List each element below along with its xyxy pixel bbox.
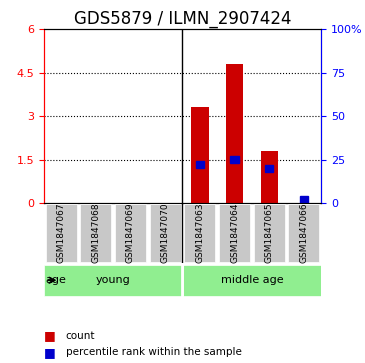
Bar — [261, 151, 278, 203]
FancyBboxPatch shape — [288, 204, 319, 262]
Text: GSM1847065: GSM1847065 — [265, 203, 274, 263]
FancyBboxPatch shape — [46, 204, 77, 262]
Text: GSM1847064: GSM1847064 — [230, 203, 239, 263]
Text: percentile rank within the sample: percentile rank within the sample — [66, 347, 242, 357]
FancyBboxPatch shape — [80, 204, 111, 262]
FancyBboxPatch shape — [45, 265, 182, 296]
Text: young: young — [96, 275, 131, 285]
Title: GDS5879 / ILMN_2907424: GDS5879 / ILMN_2907424 — [74, 10, 291, 28]
Text: GSM1847067: GSM1847067 — [57, 203, 66, 263]
FancyBboxPatch shape — [184, 204, 215, 262]
FancyBboxPatch shape — [183, 265, 320, 296]
Bar — [265, 165, 273, 172]
Bar — [226, 64, 243, 203]
Bar — [196, 162, 204, 168]
FancyBboxPatch shape — [254, 204, 285, 262]
Text: GSM1847068: GSM1847068 — [91, 203, 100, 263]
Text: ■: ■ — [44, 346, 55, 359]
Text: GSM1847066: GSM1847066 — [299, 203, 308, 263]
Bar — [300, 196, 308, 203]
Text: middle age: middle age — [220, 275, 283, 285]
Text: GSM1847063: GSM1847063 — [195, 203, 204, 263]
Text: age: age — [46, 275, 66, 285]
Bar — [230, 156, 239, 163]
FancyBboxPatch shape — [219, 204, 250, 262]
Text: GSM1847069: GSM1847069 — [126, 203, 135, 263]
Bar — [191, 107, 208, 203]
Text: ■: ■ — [44, 329, 55, 342]
FancyBboxPatch shape — [150, 204, 181, 262]
Text: count: count — [66, 331, 95, 341]
FancyBboxPatch shape — [115, 204, 146, 262]
Text: GSM1847070: GSM1847070 — [161, 203, 170, 263]
